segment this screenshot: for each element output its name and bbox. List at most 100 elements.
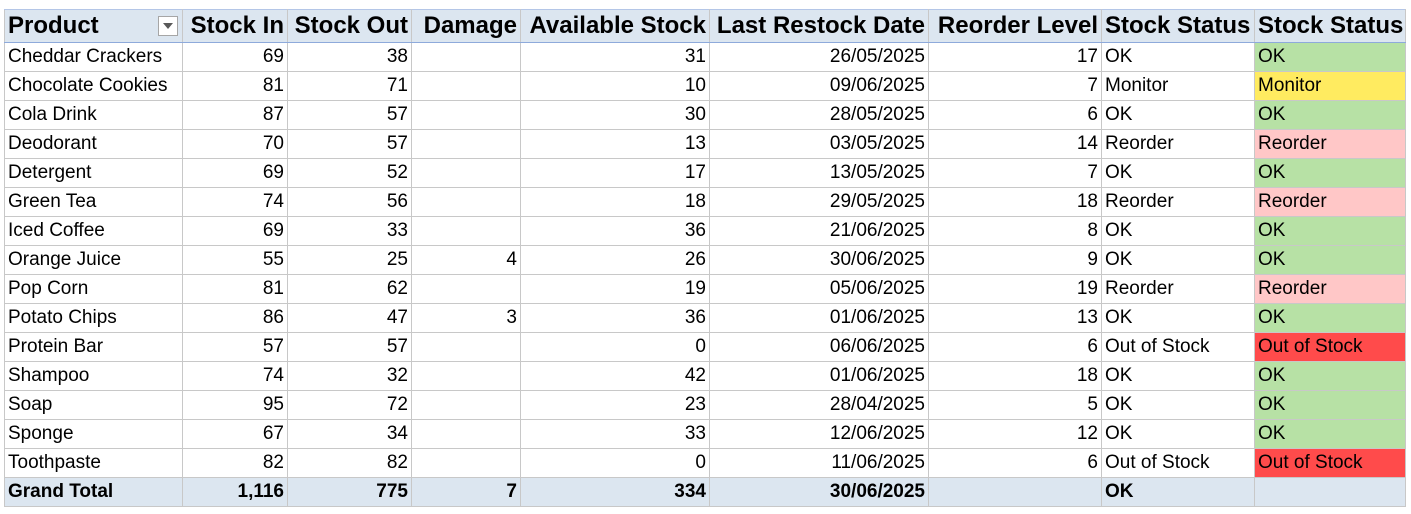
cell-stock-status[interactable]: Monitor — [1101, 71, 1255, 101]
cell-stock-out[interactable]: 57 — [287, 129, 412, 159]
cell-stock-in[interactable]: 81 — [182, 274, 288, 304]
cell-product[interactable]: Detergent — [4, 158, 183, 188]
cell-stock-out[interactable]: 62 — [287, 274, 412, 304]
cell-stock-status-formatted[interactable]: OK — [1254, 158, 1406, 188]
cell-reorder-level[interactable]: 8 — [928, 216, 1102, 246]
cell-damage[interactable] — [411, 71, 521, 101]
cell-product[interactable]: Shampoo — [4, 361, 183, 391]
cell-stock-status[interactable]: OK — [1101, 100, 1255, 130]
cell-damage[interactable] — [411, 361, 521, 391]
cell-last-restock-date[interactable]: 29/05/2025 — [709, 187, 929, 217]
cell-last-restock-date[interactable]: 13/05/2025 — [709, 158, 929, 188]
cell-stock-status-formatted[interactable]: OK — [1254, 419, 1406, 449]
cell-available-stock[interactable]: 17 — [520, 158, 710, 188]
cell-product[interactable]: Toothpaste — [4, 448, 183, 478]
cell-stock-status[interactable]: Out of Stock — [1101, 448, 1255, 478]
cell-reorder-level[interactable]: 6 — [928, 332, 1102, 362]
cell-stock-in[interactable]: 74 — [182, 361, 288, 391]
cell-stock-out[interactable]: 25 — [287, 245, 412, 275]
cell-stock-status-formatted[interactable]: Reorder — [1254, 129, 1406, 159]
cell-last-restock-date[interactable]: 28/05/2025 — [709, 100, 929, 130]
cell-last-restock-date[interactable]: 06/06/2025 — [709, 332, 929, 362]
header-reorder-level[interactable]: Reorder Level — [928, 9, 1102, 43]
cell-product[interactable]: Orange Juice — [4, 245, 183, 275]
cell-stock-status[interactable]: Reorder — [1101, 187, 1255, 217]
cell-last-restock-date[interactable]: 01/06/2025 — [709, 361, 929, 391]
cell-damage[interactable] — [411, 332, 521, 362]
header-stock-status-formatted[interactable]: Stock Status — [1254, 9, 1406, 43]
cell-stock-in[interactable]: 81 — [182, 71, 288, 101]
cell-available-stock[interactable]: 0 — [520, 332, 710, 362]
grand-total-stock-out[interactable]: 775 — [287, 477, 412, 507]
cell-last-restock-date[interactable]: 09/06/2025 — [709, 71, 929, 101]
cell-stock-status[interactable]: Reorder — [1101, 129, 1255, 159]
grand-total-stock-status[interactable]: OK — [1101, 477, 1255, 507]
cell-reorder-level[interactable]: 6 — [928, 448, 1102, 478]
cell-stock-in[interactable]: 87 — [182, 100, 288, 130]
cell-stock-in[interactable]: 69 — [182, 158, 288, 188]
cell-stock-status[interactable]: OK — [1101, 42, 1255, 72]
cell-reorder-level[interactable]: 18 — [928, 361, 1102, 391]
cell-stock-status[interactable]: OK — [1101, 419, 1255, 449]
cell-stock-in[interactable]: 74 — [182, 187, 288, 217]
cell-available-stock[interactable]: 0 — [520, 448, 710, 478]
grand-total-last-restock-date[interactable]: 30/06/2025 — [709, 477, 929, 507]
cell-product[interactable]: Potato Chips — [4, 303, 183, 333]
cell-available-stock[interactable]: 36 — [520, 303, 710, 333]
header-stock-out[interactable]: Stock Out — [287, 9, 412, 43]
cell-reorder-level[interactable]: 7 — [928, 158, 1102, 188]
cell-stock-in[interactable]: 67 — [182, 419, 288, 449]
cell-stock-out[interactable]: 82 — [287, 448, 412, 478]
header-available-stock[interactable]: Available Stock — [520, 9, 710, 43]
cell-product[interactable]: Chocolate Cookies — [4, 71, 183, 101]
cell-stock-status[interactable]: OK — [1101, 216, 1255, 246]
cell-damage[interactable] — [411, 216, 521, 246]
grand-total-available-stock[interactable]: 334 — [520, 477, 710, 507]
cell-product[interactable]: Protein Bar — [4, 332, 183, 362]
cell-product[interactable]: Cola Drink — [4, 100, 183, 130]
cell-damage[interactable] — [411, 187, 521, 217]
cell-last-restock-date[interactable]: 26/05/2025 — [709, 42, 929, 72]
cell-last-restock-date[interactable]: 30/06/2025 — [709, 245, 929, 275]
cell-available-stock[interactable]: 30 — [520, 100, 710, 130]
cell-stock-out[interactable]: 52 — [287, 158, 412, 188]
chevron-down-icon[interactable] — [158, 16, 178, 36]
cell-stock-status-formatted[interactable]: OK — [1254, 100, 1406, 130]
cell-last-restock-date[interactable]: 12/06/2025 — [709, 419, 929, 449]
cell-stock-status[interactable]: OK — [1101, 158, 1255, 188]
cell-stock-out[interactable]: 57 — [287, 332, 412, 362]
cell-available-stock[interactable]: 10 — [520, 71, 710, 101]
cell-stock-in[interactable]: 82 — [182, 448, 288, 478]
cell-stock-out[interactable]: 32 — [287, 361, 412, 391]
cell-damage[interactable] — [411, 158, 521, 188]
grand-total-reorder-level[interactable] — [928, 477, 1102, 507]
cell-stock-status-formatted[interactable]: Monitor — [1254, 71, 1406, 101]
cell-stock-out[interactable]: 47 — [287, 303, 412, 333]
cell-reorder-level[interactable]: 6 — [928, 100, 1102, 130]
cell-stock-in[interactable]: 69 — [182, 216, 288, 246]
cell-reorder-level[interactable]: 14 — [928, 129, 1102, 159]
cell-reorder-level[interactable]: 13 — [928, 303, 1102, 333]
cell-stock-in[interactable]: 70 — [182, 129, 288, 159]
cell-stock-status[interactable]: Out of Stock — [1101, 332, 1255, 362]
cell-available-stock[interactable]: 42 — [520, 361, 710, 391]
cell-stock-out[interactable]: 71 — [287, 71, 412, 101]
cell-stock-status[interactable]: OK — [1101, 390, 1255, 420]
cell-available-stock[interactable]: 13 — [520, 129, 710, 159]
cell-stock-in[interactable]: 95 — [182, 390, 288, 420]
grand-total-damage[interactable]: 7 — [411, 477, 521, 507]
cell-available-stock[interactable]: 23 — [520, 390, 710, 420]
cell-stock-in[interactable]: 57 — [182, 332, 288, 362]
cell-damage[interactable] — [411, 448, 521, 478]
cell-available-stock[interactable]: 33 — [520, 419, 710, 449]
cell-product[interactable]: Cheddar Crackers — [4, 42, 183, 72]
cell-reorder-level[interactable]: 19 — [928, 274, 1102, 304]
cell-stock-status[interactable]: OK — [1101, 245, 1255, 275]
cell-product[interactable]: Pop Corn — [4, 274, 183, 304]
cell-stock-out[interactable]: 34 — [287, 419, 412, 449]
cell-last-restock-date[interactable]: 11/06/2025 — [709, 448, 929, 478]
cell-stock-out[interactable]: 57 — [287, 100, 412, 130]
cell-stock-status-formatted[interactable]: Out of Stock — [1254, 448, 1406, 478]
grand-total-stock-status-formatted[interactable] — [1254, 477, 1406, 507]
cell-damage[interactable] — [411, 42, 521, 72]
